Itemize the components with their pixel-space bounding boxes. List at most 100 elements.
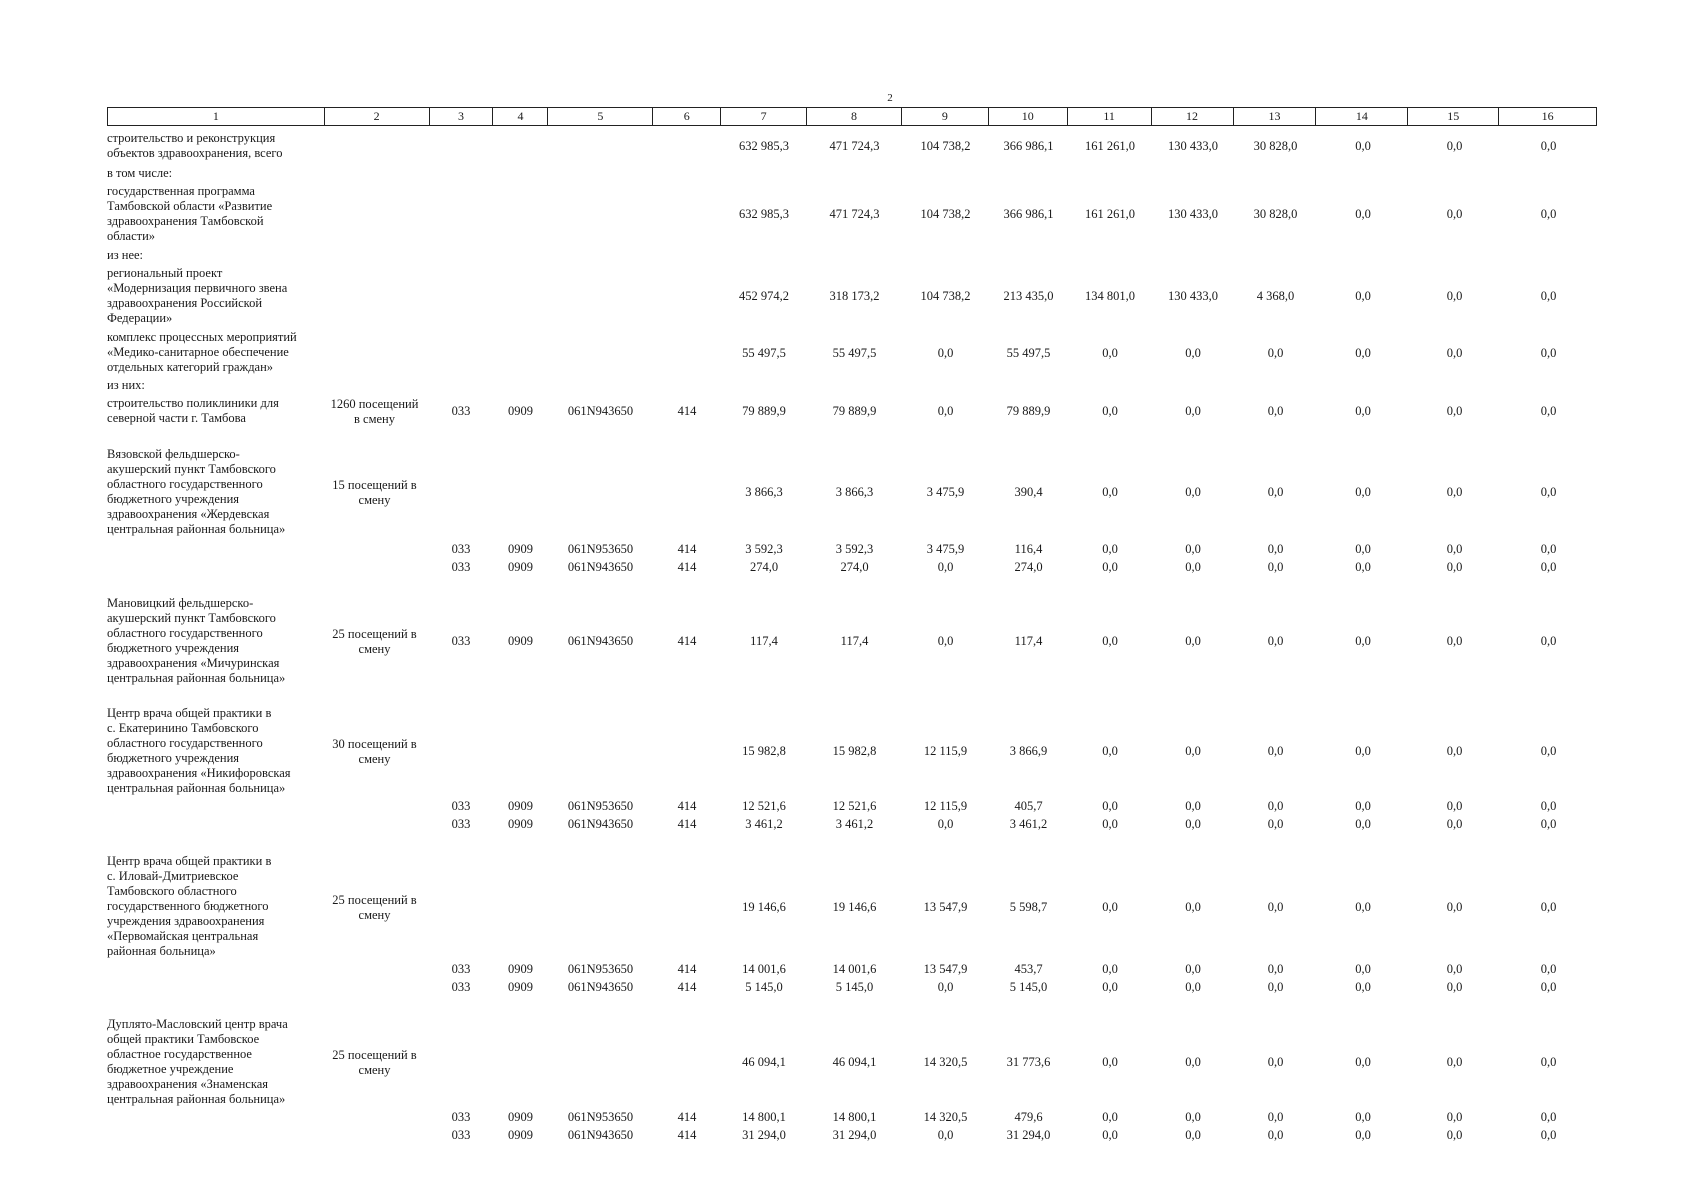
value-cell-15: 0,0 [1446,559,1463,574]
value-cell-14: 0,0 [1355,485,1371,499]
value-cell-12: 0,0 [1185,404,1201,418]
value-cell-10: 117,4 [1014,634,1043,648]
code-cell-6: 414 [677,798,697,813]
value-cell-16: 0,0 [1540,744,1557,758]
value-cell-15: 0,0 [1446,139,1463,153]
row-name: из нее: [107,248,144,262]
code-cell-3: 033 [451,559,471,574]
value-cell-16: 0,0 [1540,289,1557,303]
code-cell-5: 061N953650 [567,1109,634,1124]
value-cell-14: 0,0 [1355,816,1371,831]
value-cell-7: 14 001,6 [742,961,786,976]
value-cell-12: 0,0 [1185,1055,1201,1069]
value-cell-11: 0,0 [1102,816,1118,831]
value-cell-12: 0,0 [1185,744,1201,758]
value-cell-14: 0,0 [1355,1055,1371,1069]
header-cell-11: 11 [1068,108,1152,125]
value-cell-9: 3 475,9 [926,541,965,556]
value-cell-13: 0,0 [1267,1127,1284,1142]
value-cell-8: 12 521,6 [832,798,877,813]
value-cell-9: 0,0 [937,404,954,418]
value-cell-11: 0,0 [1102,485,1118,499]
value-cell-12: 0,0 [1185,634,1201,648]
value-cell-14: 0,0 [1355,345,1371,360]
value-cell-13: 0,0 [1267,634,1284,648]
code-cell-3: 033 [451,541,471,556]
value-cell-9: 0,0 [937,345,954,360]
value-cell-14: 0,0 [1355,744,1371,758]
value-cell-15: 0,0 [1446,634,1463,648]
value-cell-7: 14 800,1 [742,1109,786,1124]
value-cell-14: 0,0 [1355,1127,1371,1142]
value-cell-8: 55 497,5 [832,345,877,360]
code-cell-6: 414 [677,961,697,976]
value-cell-8: 19 146,6 [832,899,877,914]
code-cell-5: 061N943650 [567,979,634,994]
value-cell-10: 274,0 [1014,559,1043,574]
value-cell-15: 0,0 [1446,485,1463,499]
value-cell-13: 0,0 [1267,899,1284,914]
value-cell-9: 104 738,2 [920,139,971,153]
row-name: строительство и реконструкция объектов з… [107,131,283,160]
value-cell-8: 318 173,2 [829,289,880,303]
value-cell-9: 14 320,5 [923,1109,968,1124]
header-cell-5: 5 [548,108,654,125]
value-cell-13: 0,0 [1267,979,1284,994]
value-cell-9: 12 115,9 [923,798,968,813]
value-cell-15: 0,0 [1446,1055,1463,1069]
value-cell-10: 366 986,1 [1003,139,1054,153]
value-cell-7: 3 592,3 [745,541,783,556]
code-cell-6: 414 [677,404,697,418]
value-cell-12: 0,0 [1185,559,1201,574]
value-cell-12: 0,0 [1185,345,1201,360]
value-cell-9: 104 738,2 [920,289,971,303]
value-cell-13: 0,0 [1267,559,1284,574]
code-cell-3: 033 [451,961,471,976]
value-cell-15: 0,0 [1446,798,1463,813]
header-cell-4: 4 [493,108,549,125]
value-cell-16: 0,0 [1540,404,1557,418]
value-cell-7: 19 146,6 [742,899,786,914]
value-cell-10: 366 986,1 [1003,207,1054,221]
value-cell-12: 130 433,0 [1168,207,1218,221]
value-cell-11: 134 801,0 [1085,289,1135,303]
value-cell-14: 0,0 [1355,634,1371,648]
value-cell-8: 3 592,3 [835,541,874,556]
value-cell-16: 0,0 [1540,345,1557,360]
code-cell-3: 033 [451,1127,471,1142]
header-cell-1: 1 [108,108,325,125]
value-cell-10: 479,6 [1014,1109,1043,1124]
value-cell-13: 0,0 [1267,404,1284,418]
value-cell-16: 0,0 [1540,207,1557,221]
value-cell-14: 0,0 [1355,899,1371,914]
row-capacity: 25 посещений в смену [332,1048,417,1077]
value-cell-11: 0,0 [1102,541,1118,556]
value-cell-13: 0,0 [1267,1055,1284,1069]
row-name: Мановицкий фельдшерско- акушерский пункт… [107,596,286,685]
code-cell-4: 0909 [508,816,533,831]
header-cell-3: 3 [430,108,494,125]
header-cell-12: 12 [1152,108,1234,125]
value-cell-16: 0,0 [1540,961,1557,976]
header-cell-9: 9 [902,108,989,125]
table-header: 1 2 3 4 5 6 7 8 9 10 11 12 13 14 15 16 [107,107,1597,126]
header-cell-16: 16 [1541,109,1554,123]
value-cell-15: 0,0 [1446,744,1463,758]
value-cell-10: 453,7 [1014,961,1043,976]
value-cell-13: 30 828,0 [1253,207,1298,221]
value-cell-12: 130 433,0 [1168,289,1218,303]
value-cell-10: 213 435,0 [1003,289,1054,303]
value-cell-10: 55 497,5 [1006,345,1051,360]
value-cell-10: 79 889,9 [1006,404,1051,418]
value-cell-12: 0,0 [1185,798,1201,813]
value-cell-16: 0,0 [1540,816,1557,831]
row-name: строительство поликлиники для северной ч… [107,396,279,425]
value-cell-15: 0,0 [1446,207,1463,221]
value-cell-12: 0,0 [1185,979,1201,994]
value-cell-9: 13 547,9 [923,899,968,914]
value-cell-10: 405,7 [1014,798,1043,813]
value-cell-11: 0,0 [1102,404,1118,418]
code-cell-5: 061N953650 [567,961,634,976]
row-name: в том числе: [107,166,173,180]
value-cell-8: 5 145,0 [835,979,874,994]
